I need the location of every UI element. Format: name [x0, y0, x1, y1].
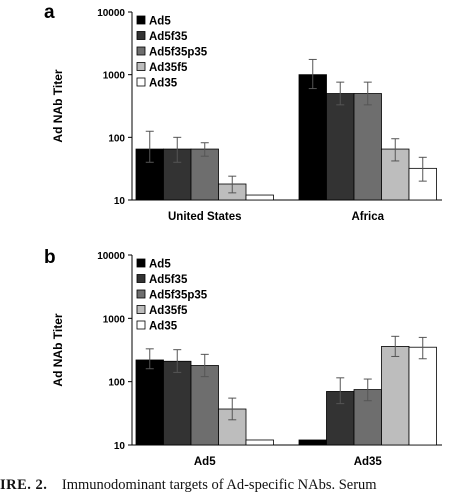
panel-b-legend-swatch — [136, 258, 146, 268]
panel-a-legend-swatch — [136, 77, 146, 87]
chart-svg: a Ad NAb Titer 10 100 1000 10000 United States… — [44, 2, 442, 468]
panel-a-legend-swatch — [136, 15, 146, 25]
panel-a-bar-ad5 — [298, 74, 327, 201]
panel-b-legend-label: Ad5f35p35 — [149, 290, 208, 302]
panel-b-legend-label: Ad35 — [149, 321, 178, 333]
panel-b-legend-swatch — [136, 305, 146, 314]
panel-b-y-tick-label: 100 — [108, 378, 125, 389]
panel-a-legend-swatch — [136, 62, 146, 71]
panel-a-legend-label: Ad5f35p35 — [149, 47, 208, 59]
panel-b-y-tick-label: 1000 — [103, 314, 126, 325]
figure-caption: IRE. 2. Immunodominant targets of Ad-spe… — [0, 477, 474, 499]
panel-a-bar-ad5f35p35 — [353, 93, 382, 201]
panel-b-category-label: Ad35 — [354, 456, 383, 468]
panel-a-letter: a — [44, 2, 55, 23]
panel-b-bar-ad5 — [135, 359, 164, 446]
panel-b-legend-swatch — [136, 274, 146, 283]
panel-b-legend-swatch — [136, 320, 146, 330]
panel-a-legend-label: Ad35f5 — [149, 62, 188, 74]
panel-a-y-axis-title: Ad NAb Titer — [51, 69, 65, 142]
panel-a-y-tick-label: 10000 — [97, 8, 125, 19]
panel-b-y-axis-title: Ad NAb Titer — [51, 313, 65, 386]
panel-b-legend-label: Ad5 — [149, 259, 171, 271]
panel-a-legend-label: Ad35 — [149, 78, 178, 90]
panel-a-bar-ad5f35 — [326, 93, 355, 201]
panel-b-bar-ad35f5 — [381, 346, 410, 446]
panel-a-bar-ad35 — [245, 194, 274, 201]
panel-a-legend-swatch — [136, 31, 146, 40]
panel-b-y-tick-label: 10000 — [97, 251, 125, 262]
caption-text: Immunodominant targets of Ad-specific NA… — [61, 477, 377, 493]
panel-a-y-tick-label: 1000 — [103, 71, 126, 82]
panel-a-category-label: United States — [168, 211, 242, 223]
panel-b-y-tick-label: 10 — [114, 441, 126, 452]
caption-label: IRE. 2. — [0, 477, 48, 493]
panel-a-bar-ad5f35p35 — [190, 148, 219, 201]
panel-a-legend-swatch — [136, 46, 146, 56]
panel-a-legend-label: Ad5 — [149, 16, 171, 28]
panel-b-legend-swatch — [136, 289, 146, 299]
panel-a-y-tick-label: 10 — [114, 196, 126, 207]
panel-b-bar-ad5f35p35 — [190, 365, 219, 446]
panel-a-legend-label: Ad5f35 — [149, 31, 188, 43]
panel-a-y-tick-label: 100 — [108, 133, 125, 144]
panel-b-legend-label: Ad35f5 — [149, 305, 188, 317]
panel-b-bar-ad5f35 — [163, 360, 192, 446]
panel-b-category-label: Ad5 — [194, 456, 216, 468]
panel-b-letter: b — [44, 247, 56, 268]
panel-b-bar-ad35 — [245, 439, 274, 446]
panel-a-category-label: Africa — [351, 211, 384, 223]
panel-b-bar-ad35 — [408, 346, 437, 446]
panel-b-bar-ad5 — [298, 439, 327, 446]
panel-b-legend-label: Ad5f35 — [149, 274, 188, 286]
